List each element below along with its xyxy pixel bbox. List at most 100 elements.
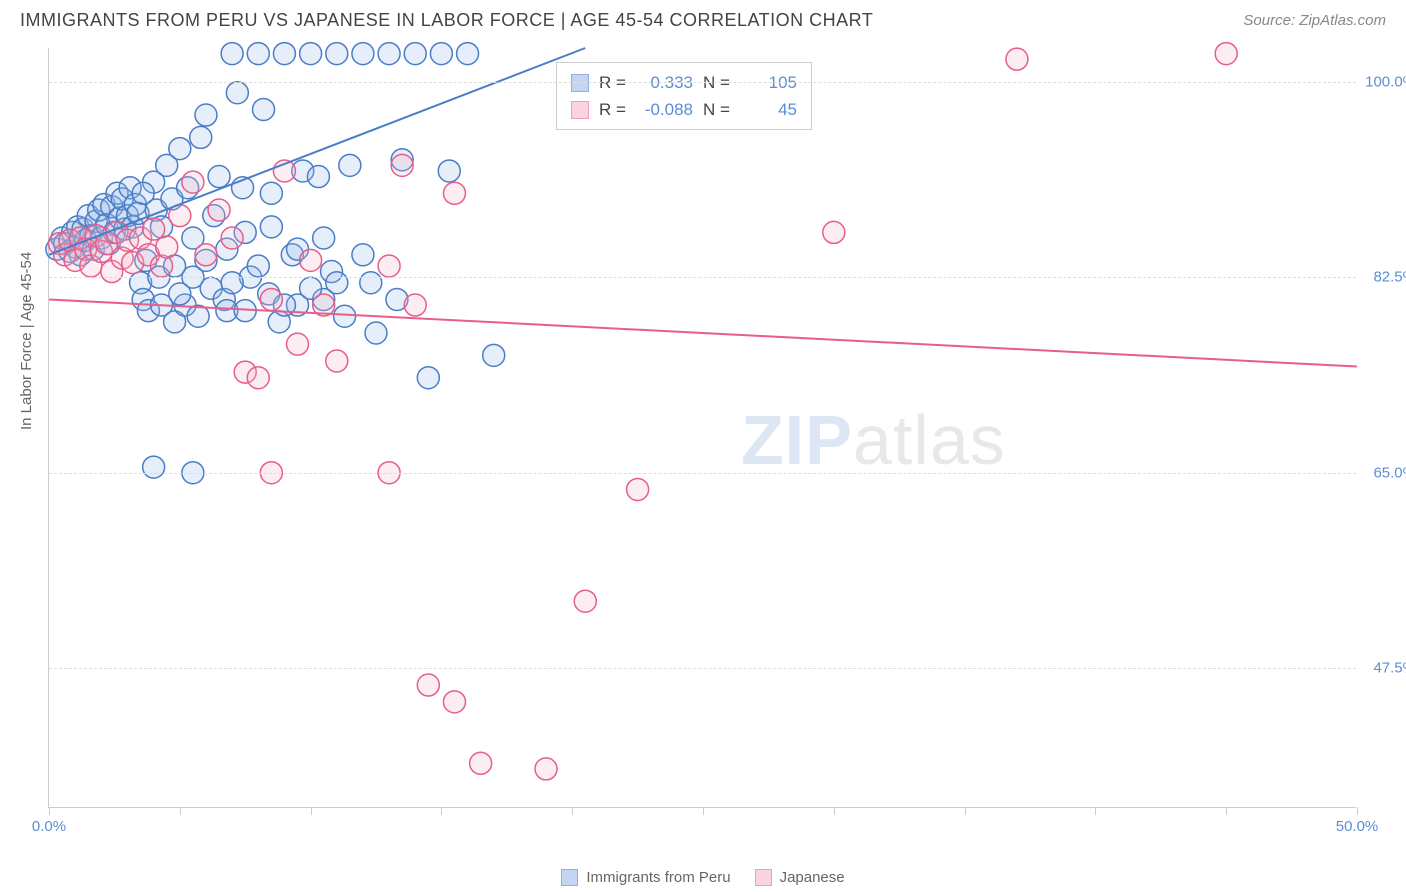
scatter-point [307,166,329,188]
scatter-point [300,249,322,271]
x-tick [180,807,181,815]
scatter-point [339,154,361,176]
scatter-point [483,344,505,366]
scatter-point [378,43,400,65]
scatter-point [169,283,191,305]
stats-n-label: N = [703,96,731,123]
scatter-point [221,227,243,249]
scatter-point [247,255,269,277]
scatter-point [391,154,413,176]
legend-swatch-peru [561,869,578,886]
scatter-point [823,221,845,243]
scatter-point [208,166,230,188]
stats-n-value: 45 [741,96,797,123]
scatter-point [470,752,492,774]
x-tick [441,807,442,815]
source-prefix: Source: [1243,12,1299,29]
correlation-stats-box: R = 0.333 N = 105 R = -0.088 N = 45 [556,62,812,130]
scatter-point [360,272,382,294]
scatter-point [627,478,649,500]
scatter-point [143,456,165,478]
y-tick-label: 100.0% [1365,73,1406,90]
scatter-point [1006,48,1028,70]
scatter-point [287,333,309,355]
stats-r-label: R = [599,96,627,123]
scatter-point [195,244,217,266]
scatter-point [156,236,178,258]
stats-row: R = -0.088 N = 45 [571,96,797,123]
source-attribution: Source: ZipAtlas.com [1243,12,1386,29]
stats-n-label: N = [703,69,731,96]
x-tick [49,807,50,815]
scatter-point [326,350,348,372]
grid-line [49,82,1356,83]
scatter-point [182,171,204,193]
scatter-point [574,590,596,612]
x-tick-label: 50.0% [1336,818,1379,835]
scatter-point [260,216,282,238]
x-tick [572,807,573,815]
scatter-point [378,255,400,277]
x-tick [1095,807,1096,815]
scatter-point [404,43,426,65]
scatter-point [535,758,557,780]
stats-r-value: -0.088 [637,96,693,123]
y-tick-label: 82.5% [1373,269,1406,286]
scatter-point [457,43,479,65]
scatter-point [430,43,452,65]
scatter-point [417,367,439,389]
scatter-point [365,322,387,344]
x-tick [1226,807,1227,815]
scatter-point [208,199,230,221]
x-tick [311,807,312,815]
x-tick [1357,807,1358,815]
y-axis-title: In Labor Force | Age 45-54 [18,252,35,430]
legend-label-japanese: Japanese [780,869,845,886]
stats-r-value: 0.333 [637,69,693,96]
source-name: ZipAtlas.com [1299,12,1386,29]
legend: Immigrants from Peru Japanese [0,869,1406,886]
scatter-point [253,98,275,120]
x-tick [703,807,704,815]
stats-n-value: 105 [741,69,797,96]
y-tick-label: 47.5% [1373,660,1406,677]
scatter-point [247,367,269,389]
chart-plot-area: ZIPatlas R =0.333N =105R =-0.088N =45 47… [48,48,1356,808]
scatter-point [443,182,465,204]
scatter-point [247,43,269,65]
scatter-point [226,82,248,104]
scatter-svg-layer [49,48,1356,807]
scatter-point [260,288,282,310]
chart-title: IMMIGRANTS FROM PERU VS JAPANESE IN LABO… [20,10,873,31]
legend-item-peru: Immigrants from Peru [561,869,730,886]
scatter-point [404,294,426,316]
scatter-point [190,126,212,148]
trend-line [49,48,585,255]
y-tick-label: 65.0% [1373,464,1406,481]
grid-line [49,473,1356,474]
stats-swatch [571,101,589,119]
legend-item-japanese: Japanese [755,869,845,886]
scatter-point [417,674,439,696]
scatter-point [352,43,374,65]
x-tick-label: 0.0% [32,818,66,835]
scatter-point [221,272,243,294]
scatter-point [187,305,209,327]
scatter-point [169,138,191,160]
scatter-point [132,182,154,204]
legend-label-peru: Immigrants from Peru [586,869,730,886]
stats-r-label: R = [599,69,627,96]
x-tick [834,807,835,815]
stats-row: R = 0.333 N = 105 [571,69,797,96]
x-tick [965,807,966,815]
scatter-point [326,43,348,65]
grid-line [49,668,1356,669]
chart-header: IMMIGRANTS FROM PERU VS JAPANESE IN LABO… [0,0,1406,39]
scatter-point [195,104,217,126]
scatter-point [326,272,348,294]
scatter-point [1215,43,1237,65]
scatter-point [300,43,322,65]
grid-line [49,277,1356,278]
legend-swatch-japanese [755,869,772,886]
scatter-point [313,227,335,249]
